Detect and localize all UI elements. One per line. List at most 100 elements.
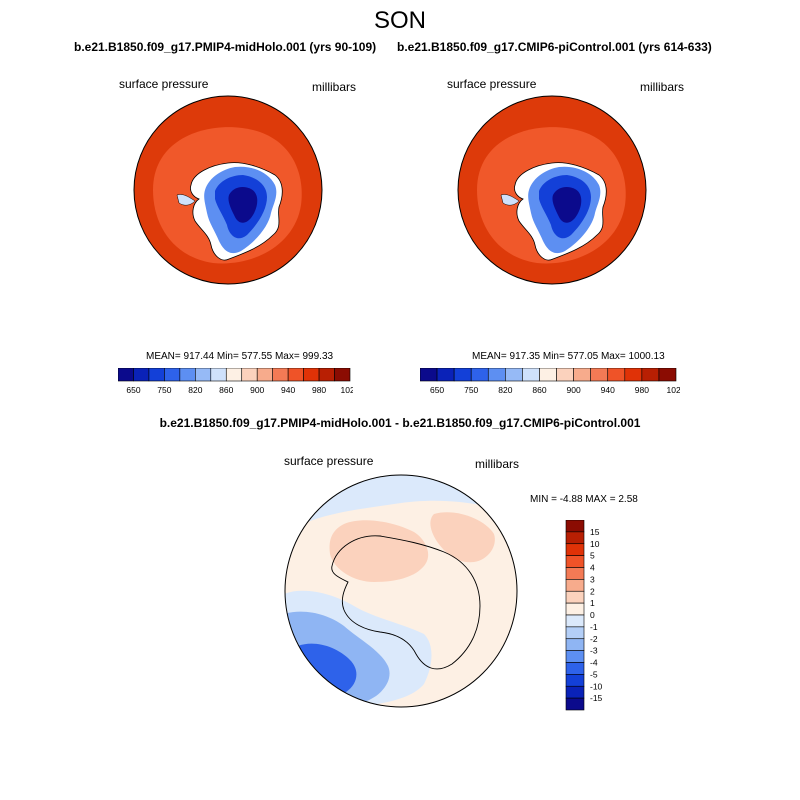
colorbar-swatch [658,368,677,382]
antarctic-peninsula [176,194,196,206]
right-colorbar: 650 750 820 860 900 940 980 1020 [420,368,680,395]
figure-title: SON [373,7,426,34]
colorbar-swatch [565,674,585,687]
colorbar-swatch [287,368,304,382]
colorbar-tick-label: 15 [590,527,600,537]
colorbar-swatch [565,697,585,711]
colorbar-swatch [565,520,585,533]
difference-map [284,474,518,708]
right-surface-pressure-map [457,95,647,285]
colorbar-swatch [565,590,585,604]
colorbar-swatch [565,614,585,628]
diff-panel-variable-label: surface pressure [284,454,374,468]
antarctica-outline [331,535,481,670]
colorbar-swatch [225,368,243,382]
diff-panel-units-label: millibars [475,457,520,471]
colorbar-tick-label: -15 [590,693,603,703]
colorbar-tick-label: 940 [281,385,295,395]
colorbar-swatch [470,368,489,382]
colorbar-swatch [179,368,196,382]
colorbar-tick-label: 3 [590,574,595,584]
colorbar-tick-label: -5 [590,669,598,679]
colorbar-tick-label: 860 [532,385,546,395]
map-boundary [457,95,647,285]
colorbar-tick-label: 10 [590,539,600,549]
colorbar-swatch [133,368,150,382]
map-boundary [133,95,323,285]
left-surface-pressure-map [133,95,323,285]
colorbar-tick-label: -1 [590,622,598,632]
colorbar-tick-label: 980 [312,385,326,395]
colorbar-swatch [565,626,585,640]
colorbar-swatch [118,368,134,382]
colorbar-swatch [303,368,320,382]
colorbar-swatch [272,368,289,382]
ice-sheet-low-pressure-core [228,187,258,223]
colorbar-swatch [624,368,643,382]
colorbar-swatch [607,368,626,382]
left-panel-units-label: millibars [312,80,357,94]
colorbar-swatch [590,368,609,382]
positive-anomaly-peninsula [329,520,429,582]
colorbar-swatch [565,650,585,663]
right-panel-variable-label: surface pressure [447,77,537,91]
colorbar-swatch [195,368,212,382]
colorbar-swatch [565,555,585,568]
colorbar-swatch [565,543,585,556]
map-boundary [284,474,518,708]
colorbar-tick-label: 5 [590,551,595,561]
right-panel-units-label: millibars [640,80,685,94]
colorbar-swatch [641,368,660,382]
colorbar-tick-label: 980 [635,385,649,395]
colorbar-tick-label: 1 [590,598,595,608]
left-colorbar: 650 750 820 860 900 940 980 1020 [118,368,353,395]
difference-title: b.e21.B1850.f09_g17.PMIP4-midHolo.001 - … [159,416,641,430]
colorbar-tick-label: 900 [567,385,581,395]
colorbar-swatch [256,368,273,382]
colorbar-swatch [164,368,181,382]
colorbar-swatch [565,567,585,580]
diff-panel-stats: MIN = -4.88 MAX = 2.58 [530,494,638,505]
colorbar-swatch [539,368,557,382]
colorbar-swatch [565,579,585,592]
ice-sheet-low-pressure-core [552,187,582,223]
colorbar-swatch [241,368,258,382]
left-panel-variable-label: surface pressure [119,77,209,91]
colorbar-swatch [573,368,591,382]
colorbar-swatch [318,368,335,382]
colorbar-tick-label: 820 [188,385,202,395]
colorbar-swatch [565,685,585,699]
colorbar-tick-label: -3 [590,646,598,656]
colorbar-tick-label: 650 [430,385,444,395]
colorbar-tick-label: -2 [590,634,598,644]
antarctic-peninsula [500,194,520,206]
colorbar-swatch [556,368,574,382]
colorbar-tick-label: 1020 [667,385,680,395]
positive-anomaly-east [430,512,495,563]
colorbar-tick-label: 860 [219,385,233,395]
colorbar-swatch [148,368,165,382]
colorbar-swatch [565,638,585,651]
right-panel-stats: MEAN= 917.35 Min= 577.05 Max= 1000.13 [472,351,665,362]
colorbar-swatch [436,368,455,382]
right-panel-case-title: b.e21.B1850.f09_g17.CMIP6-piControl.001 … [397,40,712,54]
colorbar-swatch [334,368,351,382]
colorbar-tick-label: 0 [590,610,595,620]
colorbar-tick-label: 750 [464,385,478,395]
colorbar-swatch [210,368,227,382]
colorbar-tick-label: 2 [590,586,595,596]
colorbar-tick-label: 940 [601,385,615,395]
colorbar-tick-label: -4 [590,658,598,668]
left-panel-case-title: b.e21.B1850.f09_g17.PMIP4-midHolo.001 (y… [74,40,377,54]
colorbar-tick-label: 820 [498,385,512,395]
colorbar-swatch [505,368,523,382]
colorbar-tick-label: 650 [126,385,140,395]
left-panel-stats: MEAN= 917.44 Min= 577.55 Max= 999.33 [146,351,334,362]
colorbar-swatch [487,368,506,382]
colorbar-swatch [565,662,585,675]
colorbar-tick-label: -10 [590,681,603,691]
colorbar-swatch [522,368,540,382]
colorbar-tick-label: 750 [157,385,171,395]
colorbar-tick-label: 900 [250,385,264,395]
